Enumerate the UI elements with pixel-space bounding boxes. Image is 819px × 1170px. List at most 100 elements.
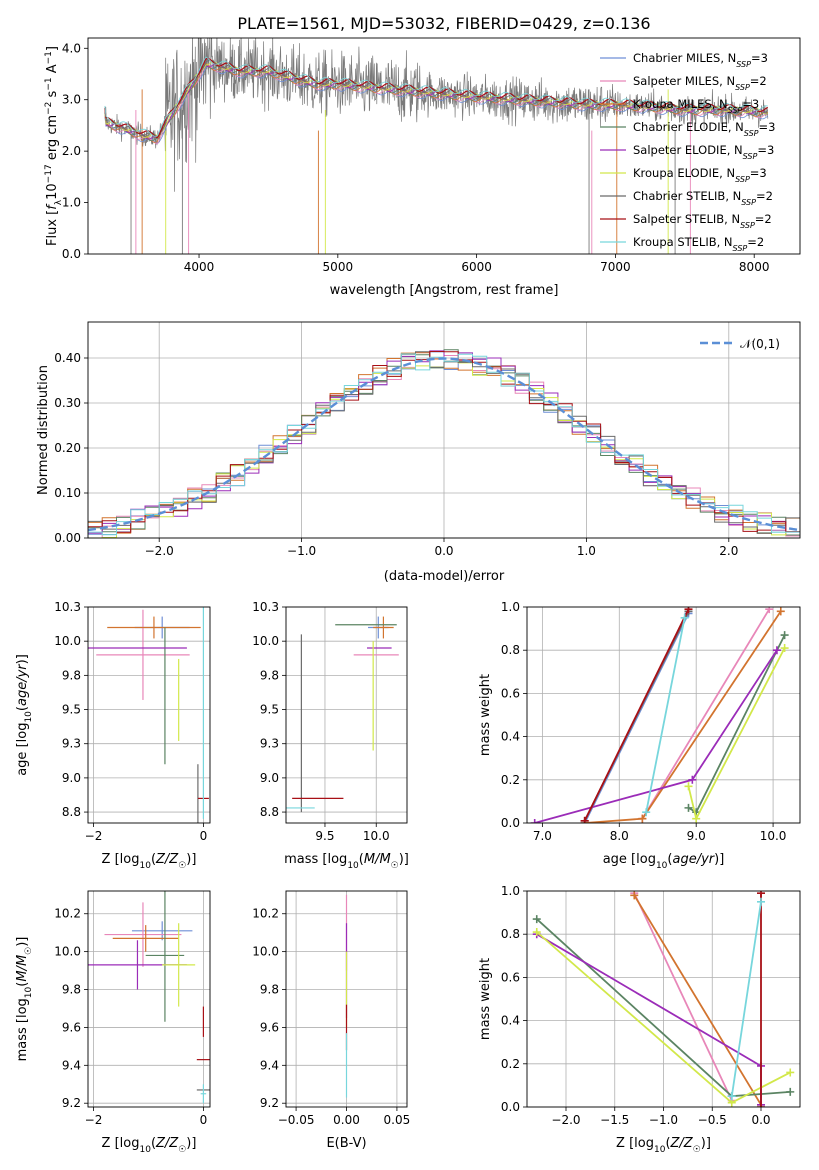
x-tick-label: −0.5 — [698, 1113, 727, 1127]
histogram-chabrier-stelib — [88, 351, 800, 538]
legend-tail: =2 — [756, 189, 773, 203]
weight-lines — [532, 891, 795, 1107]
weight-line-kroupa-stelib — [730, 901, 762, 1097]
axes-frame — [87, 37, 801, 255]
legend-text: Chabrier MILES, N — [633, 51, 736, 65]
weight-point-kroupa-elodie — [780, 644, 789, 653]
x-tick-label: 1.0 — [577, 544, 596, 558]
model-spectrum-salpeter-miles — [104, 63, 768, 145]
y-tick-label: 0.0 — [501, 816, 520, 830]
age-vs-Z-x-axis-label: Z [log10(Z/Z☉)] — [102, 852, 197, 871]
y-tick-label: 0.0 — [62, 247, 81, 261]
y-tick-label: 9.3 — [62, 737, 81, 751]
legend-label-normal: 𝒩(0,1) — [740, 337, 780, 351]
x-tick-label: 0 — [200, 1113, 208, 1127]
weight-point-kroupa-stelib — [727, 1092, 736, 1101]
error-bars — [88, 891, 210, 1104]
x-tick-label: 9.5 — [315, 829, 334, 843]
histograms — [88, 349, 800, 538]
legend-subscript: SSP — [740, 221, 755, 230]
weight-vs-Z-x-axis-label: Z [log10(Z/Z☉)] — [616, 1136, 711, 1155]
y-tick-label: 9.6 — [260, 1020, 279, 1034]
y-tick-label: 9.0 — [62, 771, 81, 785]
model-spectrum-kroupa-miles — [104, 63, 768, 143]
legend-tail: =2 — [747, 235, 764, 249]
weight-point-kroupa-elodie — [684, 782, 693, 791]
x-tick-label: 2.0 — [719, 544, 738, 558]
x-tick-label: 7.0 — [533, 829, 552, 843]
legend-subscript: SSP — [728, 106, 743, 115]
weight-point-chabrier-elodie — [780, 631, 789, 640]
weight-line-salpeter-elodie — [536, 933, 762, 1105]
errorbar-kroupa-miles — [112, 925, 179, 952]
errorbar-chabrier-miles — [131, 921, 193, 941]
legend-text: Salpeter MILES, N — [633, 74, 735, 88]
error-bars — [286, 616, 399, 813]
legend-text: Chabrier ELODIE, N — [633, 120, 744, 134]
y-tick-label: 1.0 — [501, 600, 520, 614]
weight-point-salpeter-elodie — [772, 646, 781, 655]
spectrum-lines — [104, 38, 769, 254]
y-tick-label: 4.0 — [62, 41, 81, 55]
legend-tail: =3 — [751, 51, 768, 65]
legend-text: Kroupa ELODIE, N — [633, 166, 735, 180]
age-vs-Z-y-axis-label: age [log10(age/yr)] — [15, 654, 34, 776]
legend-subscript: SSP — [743, 152, 758, 161]
axes-frame — [526, 606, 801, 824]
y-tick-label: 0.6 — [501, 970, 520, 984]
y-tick-label: 10.3 — [252, 600, 279, 614]
y-tick-label: 9.8 — [260, 668, 279, 682]
y-tick-label: 9.0 — [260, 771, 279, 785]
x-tick-label: 6000 — [461, 260, 492, 274]
y-tick-label: 10.2 — [54, 907, 81, 921]
y-tick-label: 9.4 — [62, 1058, 81, 1072]
x-tick-label: 0.05 — [384, 1113, 411, 1127]
weight-point-kroupa-elodie — [692, 814, 701, 823]
legend-tail: =3 — [750, 166, 767, 180]
x-tick-label: −2 — [85, 829, 103, 843]
weight-vs-age-panel: 7.0 8.0 9.0 10.0 0.0 0.2 0.4 0.6 0.8 1.0 age [log1… — [478, 600, 801, 871]
legend-tail: =3 — [757, 143, 774, 157]
legend-label-kroupa-stelib: Kroupa STELIB, NSSP=2 — [633, 235, 764, 253]
y-tick-label: 0.4 — [501, 1014, 520, 1028]
weight-point-chabrier-elodie — [786, 1087, 795, 1096]
y-tick-label: 9.5 — [62, 703, 81, 717]
weight-point-chabrier-elodie — [684, 803, 693, 812]
weight-point-chabrier-elodie — [532, 915, 541, 924]
errorbar-salpeter-miles — [96, 609, 190, 700]
errorbar-kroupa-stelib — [200, 1084, 207, 1104]
x-tick-label: 4000 — [184, 260, 215, 274]
legend-label-kroupa-elodie: Kroupa ELODIE, NSSP=3 — [633, 166, 767, 184]
legend-subscript: SSP — [744, 129, 759, 138]
legend-tail: =2 — [750, 74, 767, 88]
weight-line-kroupa-miles — [584, 610, 782, 823]
legend-text: Salpeter STELIB, N — [633, 212, 740, 226]
legend-subscript: SSP — [741, 198, 756, 207]
y-tick-label: 0.30 — [54, 396, 81, 410]
weight-line-kroupa-miles — [633, 894, 762, 1106]
y-tick-label: 0.10 — [54, 486, 81, 500]
figure-title: PLATE=1561, MJD=53032, FIBERID=0429, z=0… — [237, 14, 650, 33]
errorbar-salpeter-miles — [104, 902, 182, 967]
x-tick-label: −2.0 — [145, 544, 174, 558]
mass-vs-ebv-panel: −0.05 0.00 0.05 9.2 9.4 9.6 9.8 10.0 10.2 E(B-V) — [252, 890, 411, 1151]
weight-vs-Z-y-axis-label: mass weight — [478, 958, 493, 1040]
y-tick-label: 9.6 — [62, 1020, 81, 1034]
mass-vs-metallicity-panel: −2 0 9.2 9.4 9.6 9.8 10.0 10.2 Z [log10(Z/Z☉)] ma… — [15, 890, 211, 1155]
weight-point-salpeter-stelib — [580, 816, 589, 823]
y-tick-label: 10.0 — [252, 945, 279, 959]
model-spectrum-chabrier-stelib — [104, 59, 769, 138]
legend-tail: =3 — [759, 120, 776, 134]
legend-subscript: SSP — [735, 175, 750, 184]
residuals-y-axis-label: Normed distribution — [36, 365, 51, 495]
weight-line-chabrier-miles — [583, 613, 690, 823]
y-tick-label: 9.2 — [260, 1096, 279, 1110]
x-tick-label: 0 — [200, 829, 208, 843]
weight-lines — [530, 607, 789, 823]
y-tick-label: 8.8 — [62, 805, 81, 819]
weight-vs-metallicity-panel: −2.0 −1.5 −1.0 −0.5 0.0 0.0 0.2 0.4 0.6 0.8 1.0 Z [… — [478, 884, 801, 1155]
y-tick-label: 10.3 — [54, 600, 81, 614]
weight-point-kroupa-stelib — [757, 897, 765, 906]
y-tick-label: 0.2 — [501, 1057, 520, 1071]
